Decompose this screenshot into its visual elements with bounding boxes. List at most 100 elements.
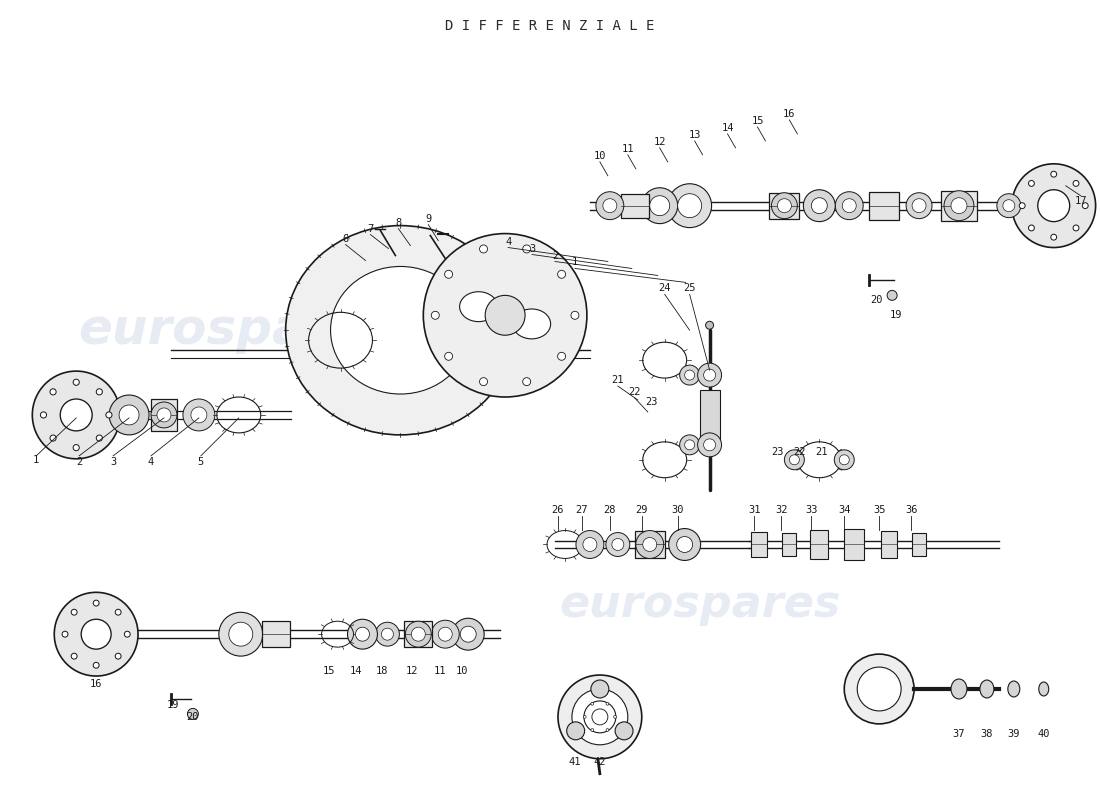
Circle shape: [839, 455, 849, 465]
Circle shape: [72, 610, 77, 615]
Bar: [811, 530, 828, 559]
Circle shape: [790, 455, 800, 465]
Text: 30: 30: [671, 505, 684, 514]
Bar: [912, 533, 926, 557]
Circle shape: [424, 234, 587, 397]
Circle shape: [406, 249, 416, 258]
Circle shape: [73, 379, 79, 386]
Circle shape: [591, 702, 594, 705]
Text: 10: 10: [594, 151, 606, 161]
Circle shape: [606, 729, 609, 731]
Circle shape: [54, 592, 138, 676]
Circle shape: [62, 631, 68, 637]
Text: 19: 19: [167, 700, 179, 710]
Circle shape: [591, 680, 609, 698]
Circle shape: [705, 322, 714, 330]
Text: 11: 11: [434, 666, 447, 676]
Text: 16: 16: [783, 109, 795, 119]
Ellipse shape: [1038, 682, 1048, 696]
Circle shape: [187, 709, 198, 719]
Circle shape: [835, 192, 864, 220]
Circle shape: [1050, 234, 1057, 240]
Ellipse shape: [980, 680, 994, 698]
Text: 39: 39: [1008, 729, 1020, 739]
Circle shape: [485, 295, 525, 335]
Bar: [782, 533, 796, 557]
Text: 21: 21: [612, 375, 624, 385]
Circle shape: [641, 188, 678, 224]
Text: 1: 1: [572, 258, 579, 267]
Circle shape: [678, 194, 702, 218]
Circle shape: [460, 626, 476, 642]
Circle shape: [572, 689, 628, 745]
Circle shape: [771, 193, 797, 218]
Bar: [620, 194, 649, 218]
Circle shape: [676, 537, 693, 553]
Circle shape: [669, 529, 701, 561]
Text: 36: 36: [905, 505, 917, 514]
Circle shape: [97, 435, 102, 441]
Text: 32: 32: [776, 505, 788, 514]
Ellipse shape: [952, 679, 967, 699]
Circle shape: [580, 697, 619, 737]
Ellipse shape: [1008, 681, 1020, 697]
Circle shape: [50, 435, 56, 441]
Circle shape: [229, 622, 253, 646]
Text: 19: 19: [890, 310, 902, 320]
Circle shape: [431, 620, 459, 648]
Circle shape: [116, 610, 121, 615]
Circle shape: [106, 412, 112, 418]
Circle shape: [612, 538, 624, 550]
Circle shape: [812, 198, 827, 214]
Bar: [769, 193, 800, 218]
Circle shape: [684, 370, 694, 380]
Text: 14: 14: [349, 666, 362, 676]
Circle shape: [452, 618, 484, 650]
Circle shape: [1028, 225, 1034, 231]
Circle shape: [680, 365, 700, 385]
Circle shape: [1050, 171, 1057, 177]
Circle shape: [406, 622, 431, 647]
Text: 11: 11: [621, 144, 634, 154]
Circle shape: [109, 395, 148, 435]
Circle shape: [60, 399, 92, 431]
Circle shape: [778, 198, 791, 213]
Text: 3: 3: [529, 243, 536, 254]
Circle shape: [614, 715, 616, 718]
Text: 4: 4: [505, 237, 512, 246]
Ellipse shape: [513, 309, 551, 339]
Circle shape: [558, 352, 565, 360]
Text: 29: 29: [636, 505, 648, 514]
Circle shape: [592, 709, 608, 725]
Text: 5: 5: [198, 457, 204, 466]
Circle shape: [1003, 200, 1015, 212]
Circle shape: [857, 667, 901, 711]
Text: 14: 14: [722, 123, 734, 133]
Circle shape: [636, 530, 663, 558]
Text: 28: 28: [604, 505, 616, 514]
Circle shape: [444, 352, 452, 360]
Circle shape: [606, 533, 630, 557]
Text: 1: 1: [33, 454, 40, 465]
Text: 40: 40: [1037, 729, 1050, 739]
Text: 15: 15: [322, 666, 334, 676]
Circle shape: [522, 378, 530, 386]
Circle shape: [576, 530, 604, 558]
Circle shape: [1012, 164, 1096, 247]
Circle shape: [571, 311, 579, 319]
Circle shape: [81, 619, 111, 649]
Text: 12: 12: [653, 137, 666, 147]
Circle shape: [1074, 225, 1079, 231]
Text: 41: 41: [569, 757, 581, 766]
Circle shape: [1020, 202, 1025, 209]
Circle shape: [94, 600, 99, 606]
Ellipse shape: [331, 266, 470, 394]
Text: 17: 17: [1075, 196, 1087, 206]
Circle shape: [438, 627, 452, 641]
Circle shape: [382, 628, 394, 640]
Text: 2: 2: [76, 457, 82, 466]
Circle shape: [596, 192, 624, 220]
Circle shape: [50, 389, 56, 395]
Text: 22: 22: [628, 387, 641, 397]
Bar: [262, 622, 289, 647]
